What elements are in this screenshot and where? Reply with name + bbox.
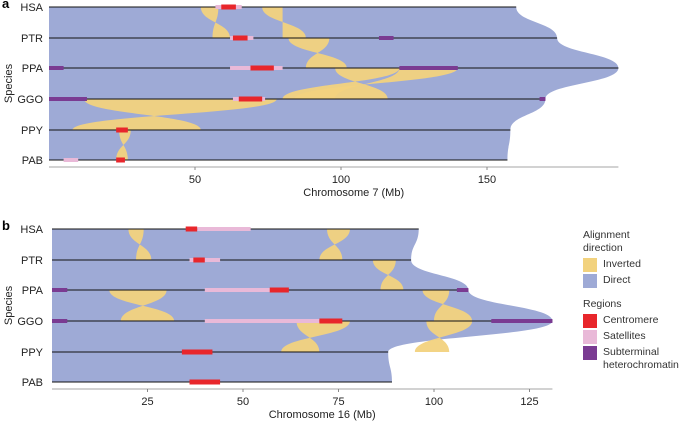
heterochromatin-region: [52, 319, 68, 323]
inverted-alignment-ribbon: [414, 321, 473, 352]
legend-regions-title: Regions: [583, 298, 622, 310]
centromere-swatch: [583, 314, 597, 328]
centromere-region: [193, 257, 205, 263]
x-tick-label: 50: [189, 174, 201, 186]
species-label-ptr: PTR: [21, 33, 43, 45]
legend-label: Subterminal: [603, 346, 660, 358]
direct-alignment-ribbon: [49, 7, 558, 38]
direct-alignment-ribbon: [49, 38, 619, 68]
species-label-ppa: PPA: [22, 285, 44, 297]
legend-label: Centromere: [603, 314, 659, 326]
satellite-region: [197, 227, 251, 231]
species-label-ppy: PPY: [21, 125, 44, 137]
legend-title-line: Alignment: [583, 229, 630, 241]
inverted-alignment-ribbon: [128, 229, 152, 260]
y-axis-title: Species: [3, 285, 15, 325]
x-tick-label: 25: [141, 396, 153, 408]
inverted-alignment-ribbon: [72, 99, 277, 130]
heterochromatin-region: [49, 66, 64, 70]
species-label-hsa: HSA: [20, 2, 43, 14]
species-label-ppa: PPA: [22, 63, 44, 75]
species-label-ptr: PTR: [21, 255, 43, 267]
heterochromatin-region: [52, 288, 68, 292]
legend-satellites: Satellites: [583, 330, 679, 344]
panel-a: a HSA PTR PPA GGO PPY PAB 50 100 150 Chromosome 7 …: [2, 0, 619, 199]
inverted-alignment-ribbon: [262, 7, 306, 38]
direct-alignment-ribbon: [52, 290, 553, 321]
x-tick-label: 50: [237, 396, 249, 408]
inverted-alignment-ribbon: [294, 68, 458, 99]
centromere-region: [116, 157, 125, 163]
satellites-swatch: [583, 330, 597, 344]
heterochromatin-region: [399, 66, 458, 70]
legend-direction-title: Alignment direction: [583, 229, 679, 255]
direct-alignment-ribbon: [52, 321, 553, 352]
x-tick-label: 100: [425, 396, 443, 408]
legend-label: heterochromatin: [603, 359, 679, 371]
panel-letter: a: [2, 0, 10, 11]
heterochromatin-region: [539, 97, 546, 101]
inverted-alignment-ribbon: [288, 38, 347, 68]
inverted-alignment-ribbon: [109, 290, 175, 321]
legend-direct: Direct: [583, 274, 679, 288]
species-label-pab: PAB: [22, 155, 43, 167]
y-axis-title: Species: [3, 63, 15, 103]
centromere-region: [189, 379, 221, 385]
satellite-region: [204, 288, 274, 292]
x-tick-label: 125: [520, 396, 538, 408]
centromere-region: [250, 65, 274, 71]
direct-alignment-ribbon: [52, 229, 419, 260]
centromere-region: [238, 96, 263, 102]
panel-letter: b: [2, 218, 10, 233]
inverted-alignment-ribbon: [200, 7, 231, 38]
centromere-region: [269, 287, 289, 293]
centromere-region: [185, 226, 198, 232]
direct-alignment-ribbon: [49, 130, 511, 160]
legend-centromere: Centromere: [583, 314, 679, 328]
species-label-pab: PAB: [22, 377, 43, 389]
inverted-alignment-ribbon: [372, 260, 404, 290]
direct-alignment-ribbon: [52, 352, 392, 382]
panel-b: b HSA PTR PPA GGO PPY PAB 25 50 75 100 125 Chromosom…: [2, 218, 553, 421]
heterochromatin-region: [378, 36, 394, 40]
legend-label: Direct: [603, 274, 631, 286]
species-label-ggo: GGO: [17, 316, 43, 328]
direct-swatch: [583, 274, 597, 288]
direct-alignment-ribbon: [49, 68, 619, 99]
centromere-region: [181, 349, 213, 355]
inverted-alignment-ribbon: [319, 229, 350, 260]
centromere-region: [232, 35, 248, 41]
inverted-alignment-ribbon: [116, 130, 131, 160]
x-tick-label: 100: [332, 174, 350, 186]
x-axis-title: Chromosome 7 (Mb): [303, 187, 404, 199]
direct-alignment-ribbon: [52, 260, 469, 290]
x-axis-title: Chromosome 16 (Mb): [269, 409, 376, 421]
legend-label: Satellites: [603, 330, 646, 342]
inverted-swatch: [583, 258, 597, 272]
heterochromatin-region: [456, 288, 469, 292]
heterochromatin-region: [49, 97, 87, 101]
legend-heterochromatin: Subterminal heterochromatin: [583, 346, 679, 372]
centromere-region: [319, 318, 343, 324]
species-label-ggo: GGO: [17, 94, 43, 106]
legend-label: Inverted: [603, 258, 641, 270]
legend-title-line: direction: [583, 242, 623, 254]
satellite-region: [204, 319, 320, 323]
species-label-hsa: HSA: [20, 224, 43, 236]
legend-inverted: Inverted: [583, 258, 679, 272]
x-tick-label: 75: [332, 396, 344, 408]
legend: Alignment direction Inverted Direct Regio…: [583, 229, 679, 374]
inverted-alignment-ribbon: [281, 321, 350, 352]
inverted-alignment-ribbon: [422, 290, 473, 321]
x-tick-label: 150: [478, 174, 496, 186]
heterochromatin-swatch: [583, 346, 597, 360]
heterochromatin-region: [491, 319, 553, 323]
species-label-ppy: PPY: [21, 347, 44, 359]
satellite-region: [63, 158, 79, 162]
centromere-region: [221, 4, 236, 10]
centromere-region: [116, 127, 128, 133]
